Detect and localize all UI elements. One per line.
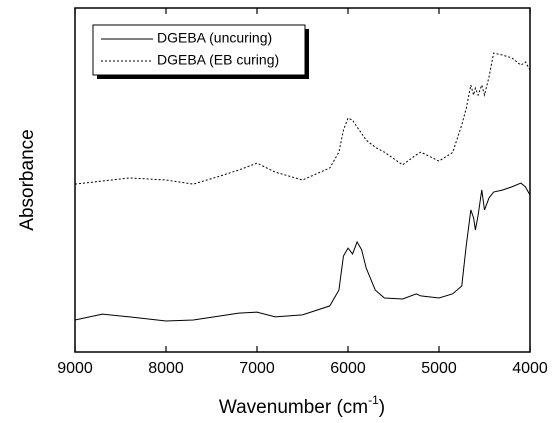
legend-label: DGEBA (uncuring) bbox=[157, 30, 272, 46]
x-axis-label: Wavenumber (cm-1) bbox=[219, 393, 385, 418]
x-tick-label: 7000 bbox=[239, 360, 275, 377]
plot-frame bbox=[74, 7, 531, 353]
x-label-suffix: ) bbox=[379, 397, 385, 418]
y-axis-label: Absorbance bbox=[17, 129, 38, 230]
series-line bbox=[74, 52, 531, 185]
x-tick-label: 6000 bbox=[330, 360, 366, 377]
x-tick-label: 4000 bbox=[512, 360, 548, 377]
x-tick-label: 8000 bbox=[148, 360, 184, 377]
x-tick-label: 9000 bbox=[57, 360, 93, 377]
x-tick-label: 5000 bbox=[421, 360, 457, 377]
x-label-sup: -1 bbox=[368, 393, 379, 407]
legend-box bbox=[92, 24, 306, 76]
x-label-text: Wavenumber (cm bbox=[219, 397, 368, 418]
series-line bbox=[74, 182, 531, 322]
legend-label: DGEBA (EB curing) bbox=[157, 52, 279, 68]
